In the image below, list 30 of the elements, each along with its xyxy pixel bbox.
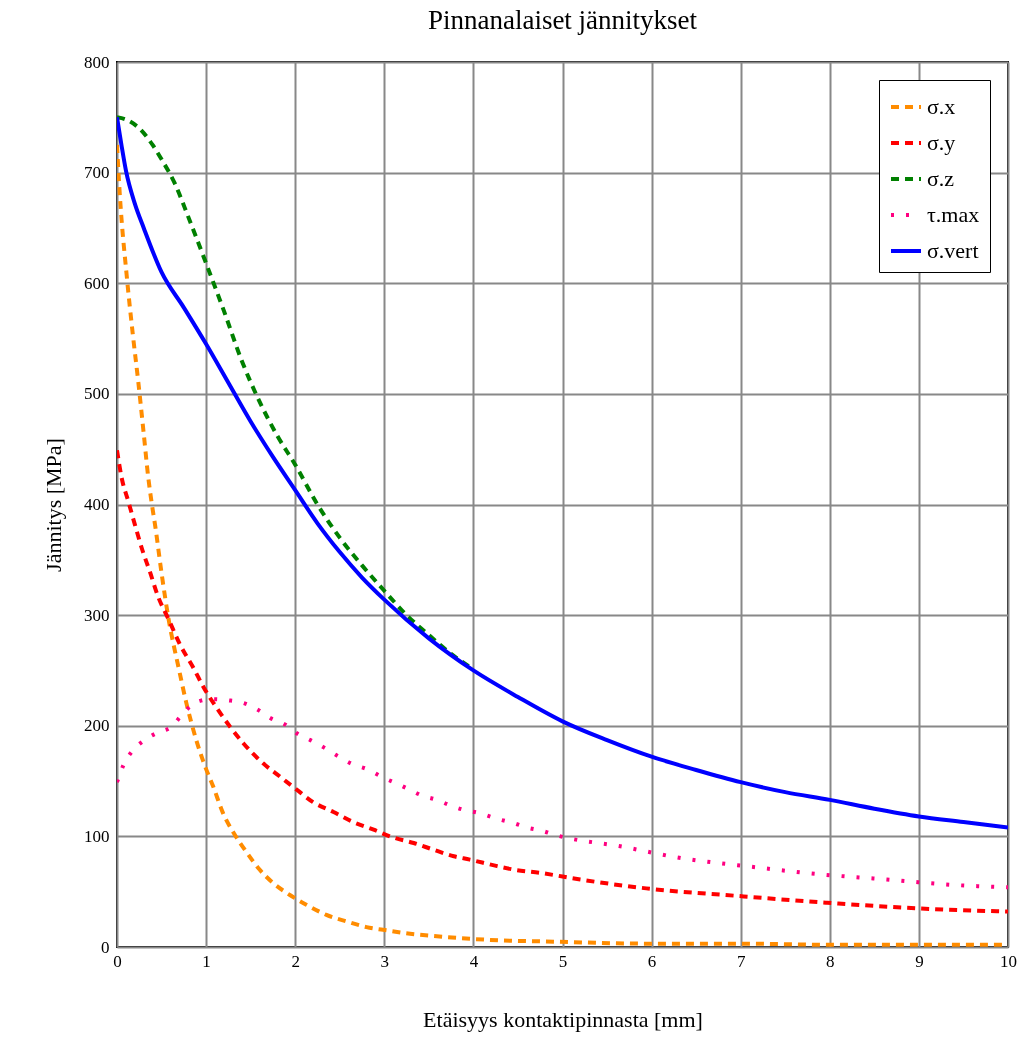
x-tick-label: 4 — [469, 951, 479, 971]
y-tick-label: 500 — [84, 384, 110, 404]
y-tick-label: 200 — [84, 716, 110, 736]
x-tick-label: 2 — [291, 951, 300, 971]
x-tick-label: 5 — [558, 951, 568, 971]
x-tick-label: 3 — [380, 951, 390, 971]
y-tick-label: 300 — [84, 605, 110, 625]
y-tick-label: 700 — [84, 163, 110, 183]
x-tick-label: 10 — [1000, 951, 1017, 971]
y-tick-label: 100 — [84, 826, 110, 846]
line-series — [117, 448, 1008, 914]
y-tick-label: 800 — [84, 52, 110, 72]
x-tick-label: 8 — [826, 951, 835, 971]
legend-label: σ.y — [927, 130, 956, 155]
legend-label: τ.max — [927, 202, 980, 227]
legend-label: σ.z — [927, 166, 955, 191]
y-tick-label: 600 — [84, 273, 110, 293]
y-tick-label: 400 — [84, 495, 110, 514]
legend-label: σ.x — [927, 94, 956, 119]
x-axis-title: Etäisyys kontaktipinnasta [mm] — [423, 1006, 703, 1032]
y-axis-title: Jännitys [MPa] — [41, 438, 66, 572]
y-tick-label: 0 — [101, 937, 110, 957]
line-series — [117, 115, 1008, 830]
x-tick-label: 6 — [647, 951, 657, 971]
legend-label: σ.vert — [927, 238, 979, 263]
chart-title: Pinnanalaiset jännitykset — [427, 5, 698, 35]
x-tick-label: 7 — [736, 951, 746, 971]
x-tick-label: 1 — [202, 951, 211, 971]
line-series — [117, 697, 1008, 890]
x-tick-label: 9 — [915, 951, 924, 971]
